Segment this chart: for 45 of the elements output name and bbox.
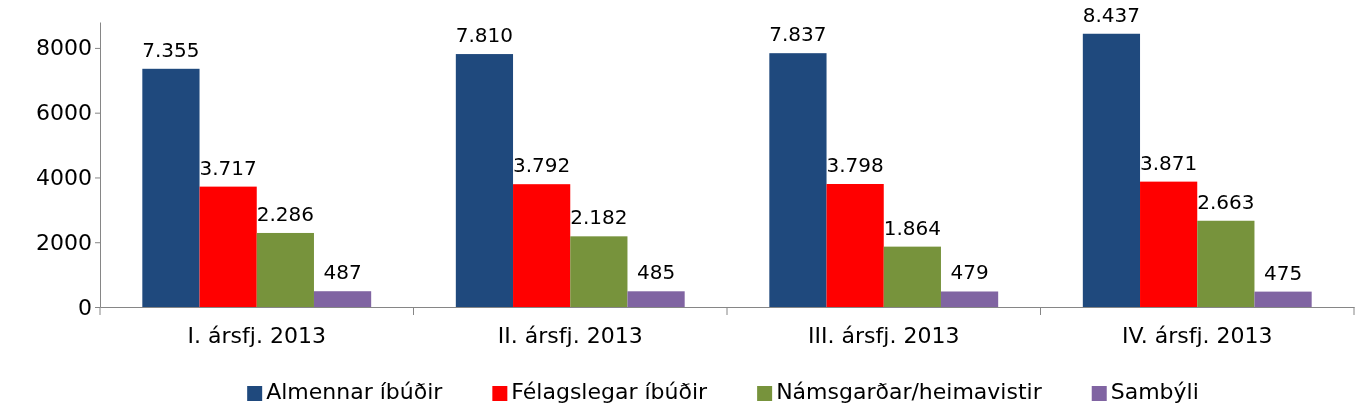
bar bbox=[142, 68, 200, 307]
bar bbox=[1254, 291, 1312, 307]
legend-label: Sambýli bbox=[1110, 379, 1199, 404]
bar bbox=[826, 184, 884, 307]
bar bbox=[199, 186, 257, 307]
bar bbox=[570, 236, 628, 307]
x-tick-label: III. ársfj. 2013 bbox=[808, 323, 960, 348]
data-label: 3.798 bbox=[826, 153, 884, 177]
bar bbox=[1082, 33, 1141, 307]
data-label: 7.837 bbox=[769, 22, 827, 47]
data-label: 487 bbox=[323, 260, 362, 285]
data-label: 3.717 bbox=[199, 155, 257, 180]
data-label: 2.663 bbox=[1197, 189, 1255, 214]
bar bbox=[883, 246, 941, 307]
data-label: 2.182 bbox=[570, 205, 628, 230]
y-tick-label: 0 bbox=[78, 294, 92, 320]
y-tick-label: 2000 bbox=[36, 229, 92, 255]
y-tick-label: 8000 bbox=[36, 35, 92, 61]
data-label: 475 bbox=[1263, 260, 1303, 285]
data-label: 8.437 bbox=[1082, 2, 1141, 27]
data-label: 485 bbox=[636, 260, 676, 285]
y-tick-label: 4000 bbox=[36, 164, 92, 190]
y-tick-label: 6000 bbox=[36, 100, 92, 126]
bar bbox=[1197, 220, 1255, 307]
data-label: 3.792 bbox=[513, 153, 571, 178]
data-label: 479 bbox=[950, 260, 989, 285]
bar bbox=[313, 291, 372, 307]
bar bbox=[455, 54, 514, 307]
data-label: 2.286 bbox=[256, 201, 314, 226]
x-tick-label: I. ársfj. 2013 bbox=[187, 323, 326, 348]
legend-label: Félagslegar íbúðir bbox=[511, 379, 709, 404]
x-tick-label: IV. ársfj. 2013 bbox=[1121, 323, 1273, 348]
legend-label: Almennar íbúðir bbox=[266, 379, 444, 404]
data-label: 3.871 bbox=[1140, 150, 1198, 175]
bar bbox=[940, 291, 999, 307]
bar bbox=[1140, 181, 1198, 307]
bar bbox=[627, 291, 685, 307]
x-tick-label: II. ársfj. 2013 bbox=[497, 323, 643, 348]
data-label: 7.810 bbox=[455, 23, 514, 48]
bar bbox=[513, 184, 571, 307]
bar bbox=[769, 53, 827, 307]
legend-label: Námsgarðar/heimavistir bbox=[776, 379, 1043, 404]
bar bbox=[256, 232, 314, 307]
data-label: 7.355 bbox=[142, 37, 200, 62]
data-label: 1.864 bbox=[883, 215, 941, 240]
